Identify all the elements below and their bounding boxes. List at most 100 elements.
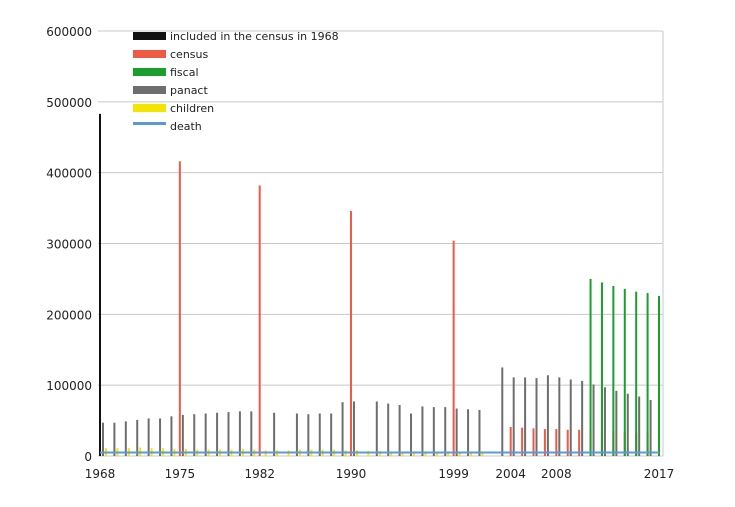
fiscal-bar xyxy=(623,288,626,456)
panact-bar xyxy=(512,377,515,456)
fiscal-bar xyxy=(600,282,603,456)
panact-bar xyxy=(615,390,618,456)
panact-bar xyxy=(227,412,230,456)
legend-label: fiscal xyxy=(170,66,199,79)
census-bar xyxy=(578,429,581,456)
x-tick-label: 1968 xyxy=(85,467,116,481)
panact-bar xyxy=(444,407,447,456)
legend-label: children xyxy=(170,102,214,115)
fiscal-bar xyxy=(635,291,638,456)
panact-bar xyxy=(455,408,458,456)
panact-bar xyxy=(352,401,355,456)
panact-bar xyxy=(170,416,173,456)
panact-bar xyxy=(501,367,504,456)
panact-bar xyxy=(546,375,549,456)
panact-bar xyxy=(136,419,139,456)
panact-bar xyxy=(204,413,207,456)
legend-swatch xyxy=(133,68,166,76)
panact-bar xyxy=(193,414,196,456)
panact-bar xyxy=(398,405,401,456)
panact-bar xyxy=(581,380,584,456)
panact-bar xyxy=(181,414,184,456)
panact-bar xyxy=(387,403,390,456)
fiscal-bar xyxy=(658,295,660,456)
panact-bar xyxy=(330,413,333,456)
x-axis-ticks: 1968 1975 1982 1990 1999 2004 2008 2017 xyxy=(85,467,675,481)
fiscal-bar xyxy=(589,278,592,456)
panact-bar xyxy=(421,406,424,456)
children-bar xyxy=(413,451,416,456)
y-tick-label: 400000 xyxy=(46,167,92,181)
panact-bar xyxy=(273,412,276,456)
x-tick-label: 1982 xyxy=(244,467,275,481)
panact-bar xyxy=(603,387,606,456)
legend-swatch xyxy=(133,50,166,58)
children-bar xyxy=(435,452,438,456)
census-bar xyxy=(532,428,535,456)
y-tick-label: 600000 xyxy=(46,25,92,39)
x-tick-label: 1975 xyxy=(165,467,196,481)
panact-bar xyxy=(102,422,104,456)
census-bar xyxy=(543,429,546,456)
census-bar xyxy=(258,185,261,456)
panact-bar xyxy=(558,377,561,456)
x-tick-label: 2008 xyxy=(541,467,572,481)
panact-bar xyxy=(410,413,413,456)
census-bar xyxy=(509,426,512,456)
panact-bar xyxy=(478,409,481,456)
x-tick-label: 2004 xyxy=(495,467,526,481)
panact-bar xyxy=(649,400,652,456)
legend-label: included in the census in 1968 xyxy=(170,30,339,43)
legend-swatch xyxy=(133,122,166,125)
census-bar xyxy=(566,429,569,456)
y-tick-label: 300000 xyxy=(46,238,92,252)
children-bar xyxy=(424,452,427,456)
panact-bar xyxy=(626,393,629,456)
panact-bar xyxy=(295,413,298,456)
legend: included in the census in 1968 census fisc… xyxy=(133,30,339,133)
panact-bar xyxy=(375,401,378,456)
panact-bar xyxy=(524,377,527,456)
census-bar xyxy=(521,427,524,456)
fiscal-bar xyxy=(612,286,615,456)
legend-label: panact xyxy=(170,84,208,97)
children-bar xyxy=(481,452,484,456)
census-bar xyxy=(555,429,558,456)
fiscal-bar xyxy=(646,293,649,456)
legend-swatch xyxy=(133,86,166,94)
children-bar xyxy=(367,451,370,456)
panact-bar xyxy=(467,409,470,456)
panact-bar xyxy=(159,418,162,456)
panact-bar xyxy=(638,396,641,456)
panact-bar xyxy=(216,412,219,456)
panact-bar xyxy=(124,421,127,456)
legend-swatch xyxy=(133,104,166,112)
children-bar xyxy=(401,451,404,456)
children-bar xyxy=(447,452,450,456)
panact-bar xyxy=(318,413,321,456)
grid xyxy=(98,30,664,457)
panact-bar xyxy=(250,411,253,456)
children-bar xyxy=(470,452,473,456)
panact-bar xyxy=(307,414,310,456)
panact-bar xyxy=(592,384,595,456)
panact-bar xyxy=(147,418,150,456)
bars xyxy=(99,113,660,457)
y-axis-ticks: 0 100000 200000 300000 400000 500000 600000 xyxy=(46,25,92,464)
panact-bar xyxy=(535,378,538,456)
census-bar xyxy=(452,240,455,456)
included-in-the-census-in-1968-bar xyxy=(99,113,101,456)
legend-label: census xyxy=(170,48,208,61)
y-tick-label: 0 xyxy=(84,450,92,464)
y-tick-label: 500000 xyxy=(46,96,92,110)
x-tick-label: 1999 xyxy=(438,467,469,481)
y-tick-label: 100000 xyxy=(46,379,92,393)
legend-label: death xyxy=(170,120,202,133)
y-tick-label: 200000 xyxy=(46,308,92,322)
legend-swatch xyxy=(133,32,166,40)
census-bar xyxy=(178,161,181,457)
panact-bar xyxy=(341,402,344,456)
x-tick-label: 1990 xyxy=(336,467,367,481)
children-bar xyxy=(458,452,461,456)
